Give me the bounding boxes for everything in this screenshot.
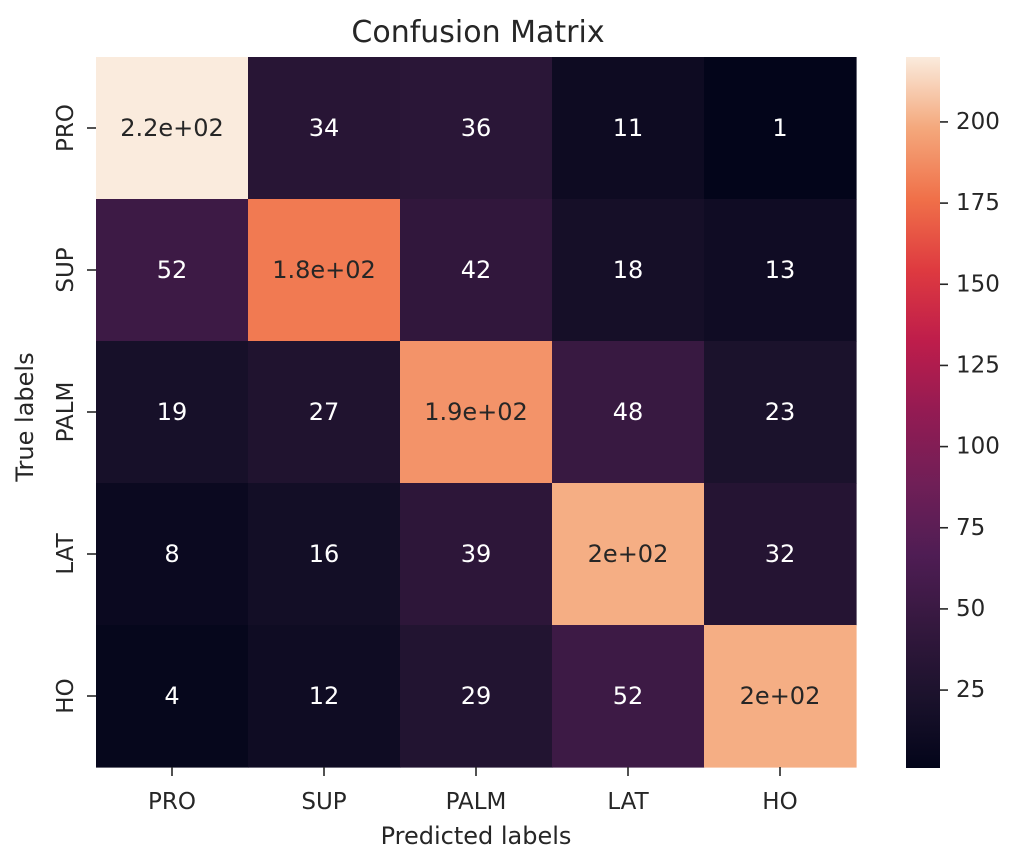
heatmap-cell xyxy=(96,625,249,768)
x-tick-label: LAT xyxy=(607,789,649,815)
y-tick-label: SUP xyxy=(53,247,79,292)
cell-annotation: 2.2e+02 xyxy=(120,114,224,142)
cell-annotation: 32 xyxy=(765,540,796,568)
cell-annotation: 1 xyxy=(772,114,787,142)
heatmap-cell xyxy=(248,199,401,342)
heatmap-cell xyxy=(400,483,553,626)
colorbar-tick-label: 150 xyxy=(956,271,1000,297)
heatmap-cell xyxy=(96,341,249,484)
heatmap-cell xyxy=(552,341,705,484)
heatmap-cell xyxy=(400,341,553,484)
cell-annotation: 13 xyxy=(765,256,796,284)
cell-annotation: 42 xyxy=(461,256,492,284)
heatmap-cell xyxy=(248,57,401,200)
heatmap-cell xyxy=(552,483,705,626)
heatmap-cell xyxy=(96,57,249,200)
heatmap-cell xyxy=(704,199,857,342)
cell-annotation: 27 xyxy=(309,398,340,426)
heatmap-cell xyxy=(248,483,401,626)
cell-annotation: 8 xyxy=(164,540,179,568)
heatmap-cell xyxy=(552,57,705,200)
heatmap-cell xyxy=(552,625,705,768)
cell-annotation: 16 xyxy=(309,540,340,568)
heatmap-cells xyxy=(96,57,857,768)
heatmap-cell xyxy=(248,625,401,768)
heatmap-cell xyxy=(400,57,553,200)
heatmap-cell xyxy=(704,341,857,484)
x-tick-label: PALM xyxy=(446,789,507,815)
colorbar-tick-label: 100 xyxy=(956,434,1000,460)
cell-annotation: 11 xyxy=(613,114,644,142)
colorbar-tick-label: 25 xyxy=(956,677,985,703)
cell-annotation: 2e+02 xyxy=(740,682,821,710)
cell-annotation: 1.9e+02 xyxy=(424,398,528,426)
colorbar-tick-label: 200 xyxy=(956,109,1000,135)
colorbar-tick-label: 50 xyxy=(956,596,985,622)
cell-annotation: 19 xyxy=(157,398,188,426)
heatmap-cell xyxy=(248,341,401,484)
cell-annotation: 36 xyxy=(461,114,492,142)
y-tick-label: LAT xyxy=(53,532,79,574)
cell-annotation: 23 xyxy=(765,398,796,426)
cell-annotation: 52 xyxy=(613,682,644,710)
heatmap-cell xyxy=(704,625,857,768)
cell-annotation: 4 xyxy=(164,682,179,710)
heatmap-cell xyxy=(704,483,857,626)
heatmap-cell xyxy=(400,625,553,768)
colorbar-ticks: 25 50 75 100 125 150 175 200 xyxy=(940,109,1000,703)
cell-annotation: 2e+02 xyxy=(588,540,669,568)
cell-annotation: 52 xyxy=(157,256,188,284)
colorbar-tick-label: 125 xyxy=(956,352,1000,378)
y-axis: PRO SUP PALM LAT HO xyxy=(53,104,96,714)
cell-annotation: 48 xyxy=(613,398,644,426)
heatmap-cell xyxy=(96,483,249,626)
heatmap-cell xyxy=(704,57,857,200)
x-tick-label: PRO xyxy=(148,789,196,815)
x-tick-label: SUP xyxy=(301,789,346,815)
heatmap-cell xyxy=(552,199,705,342)
y-tick-label: HO xyxy=(53,678,79,713)
colorbar xyxy=(906,57,940,768)
colorbar-tick-label: 175 xyxy=(956,190,1000,216)
cell-annotation: 39 xyxy=(461,540,492,568)
heatmap-cell xyxy=(400,199,553,342)
cell-annotation: 18 xyxy=(613,256,644,284)
cell-annotation: 12 xyxy=(309,682,340,710)
colorbar-tick-label: 75 xyxy=(956,515,985,541)
y-axis-label: True labels xyxy=(11,352,39,482)
cell-annotation: 1.8e+02 xyxy=(272,256,376,284)
x-axis-label: Predicted labels xyxy=(381,822,572,848)
heatmap-cell xyxy=(96,199,249,342)
chart-title: Confusion Matrix xyxy=(351,15,604,50)
y-tick-label: PRO xyxy=(53,104,79,152)
x-tick-label: HO xyxy=(762,789,797,815)
cell-annotation: 34 xyxy=(309,114,340,142)
cell-annotation: 29 xyxy=(461,682,492,710)
y-tick-label: PALM xyxy=(53,382,79,443)
x-axis: PRO SUP PALM LAT HO xyxy=(148,767,798,815)
